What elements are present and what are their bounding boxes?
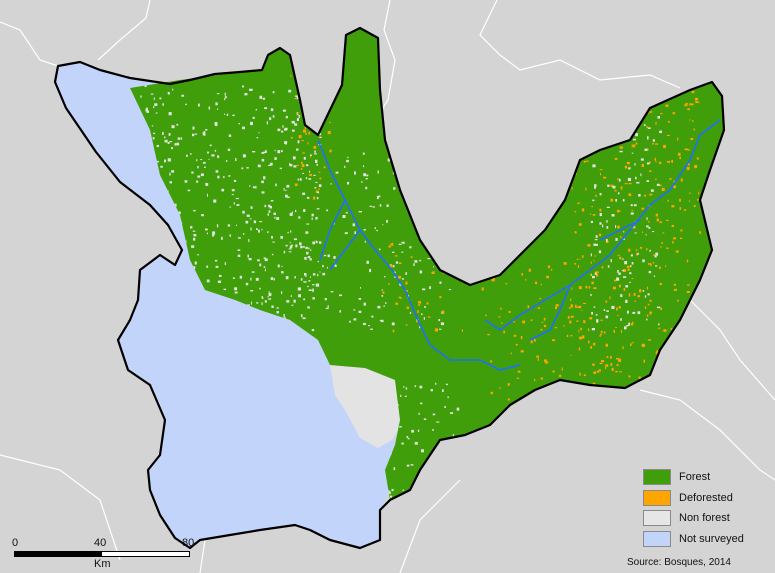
scale-tick-80: 80 xyxy=(182,537,195,549)
legend-swatch-non-forest xyxy=(643,510,671,527)
department-boundary xyxy=(53,26,726,550)
legend-label: Forest xyxy=(679,471,711,484)
legend-item-deforested: Deforested xyxy=(643,488,773,509)
legend-label: Deforested xyxy=(679,491,733,504)
legend-swatch-deforested xyxy=(643,489,671,506)
source-credit: Source: Bosques, 2014 xyxy=(627,557,731,568)
scale-bar-graphic xyxy=(14,551,190,557)
scale-unit: Km xyxy=(94,558,111,570)
legend-label: Non forest xyxy=(679,512,730,525)
scale-tick-40: 40 xyxy=(94,537,107,549)
non-forest-area xyxy=(330,365,405,448)
legend-swatch-not-surveyed xyxy=(643,530,671,547)
not-surveyed-area xyxy=(55,62,400,548)
legend-swatch-forest xyxy=(643,469,671,486)
scale-tick-0: 0 xyxy=(12,537,19,549)
legend: Forest Deforested Non forest Not surveye… xyxy=(643,467,773,549)
legend-item-forest: Forest xyxy=(643,467,773,488)
legend-label: Not surveyed xyxy=(679,532,744,545)
scale-bar: 0 40 80 Km xyxy=(12,537,202,571)
legend-item-not-surveyed: Not surveyed xyxy=(643,529,773,550)
rivers xyxy=(317,119,721,371)
legend-item-non-forest: Non forest xyxy=(643,508,773,529)
